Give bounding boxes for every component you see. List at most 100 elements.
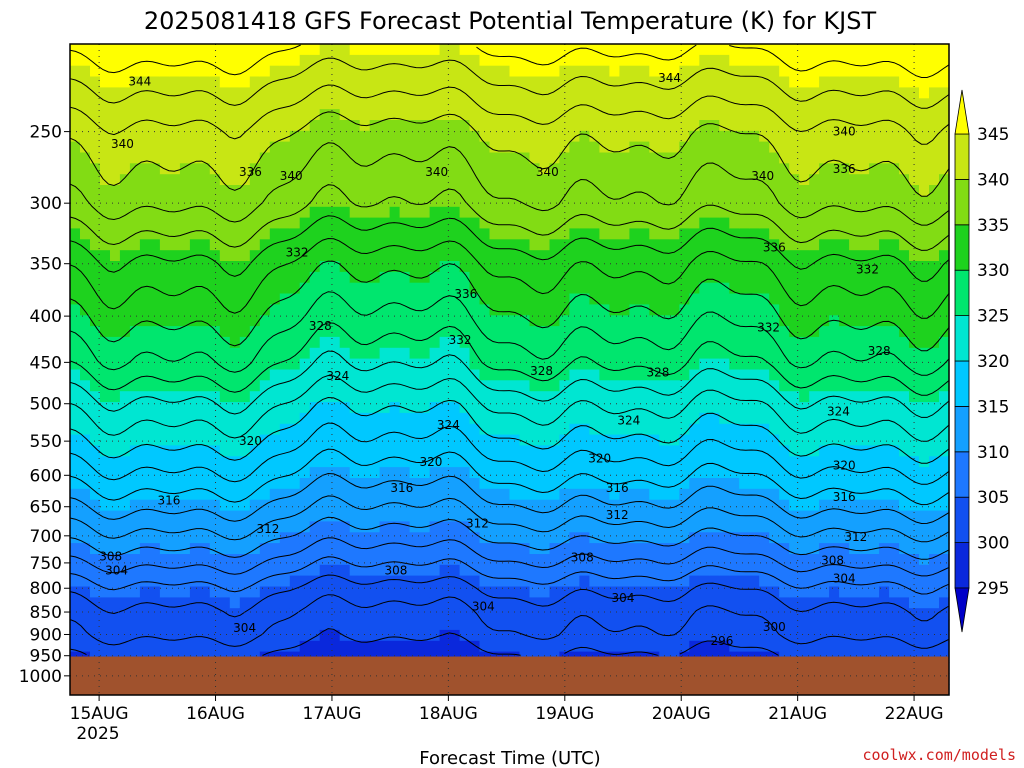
theta-cell <box>729 402 740 414</box>
theta-cell <box>869 456 880 468</box>
theta-cell <box>829 554 840 566</box>
theta-cell <box>409 87 421 99</box>
theta-cell <box>749 478 760 490</box>
theta-cell <box>199 217 211 229</box>
theta-cell <box>529 380 541 392</box>
theta-cell <box>219 217 231 229</box>
theta-cell <box>679 564 690 577</box>
theta-cell <box>729 174 740 186</box>
theta-cell <box>839 326 850 338</box>
theta-cell <box>459 271 471 284</box>
theta-cell <box>379 640 391 653</box>
theta-cell <box>219 575 231 587</box>
theta-cell <box>799 543 810 555</box>
theta-cell <box>319 120 331 132</box>
theta-cell <box>709 575 720 587</box>
theta-cell <box>799 120 810 132</box>
theta-cell <box>199 358 211 370</box>
theta-cell <box>489 640 501 653</box>
theta-cell <box>629 358 640 370</box>
theta-cell <box>219 44 231 56</box>
theta-cell <box>629 336 640 349</box>
theta-cell <box>639 271 650 284</box>
theta-cell <box>609 130 620 143</box>
theta-cell <box>719 619 730 631</box>
theta-cell <box>639 174 650 186</box>
theta-cell <box>729 250 740 262</box>
theta-cell <box>269 510 281 522</box>
theta-cell <box>779 152 790 164</box>
theta-cell <box>729 467 740 479</box>
theta-cell <box>389 228 401 240</box>
theta-cell <box>189 608 201 620</box>
theta-cell <box>119 456 131 468</box>
theta-cell <box>739 532 750 544</box>
theta-cell <box>489 120 501 132</box>
theta-cell <box>599 87 610 99</box>
theta-cell <box>679 195 690 208</box>
theta-cell <box>579 152 590 164</box>
theta-cell <box>139 456 151 468</box>
theta-cell <box>409 315 421 327</box>
theta-cell <box>669 282 680 295</box>
theta-cell <box>659 499 670 512</box>
theta-cell <box>209 478 221 490</box>
theta-cell <box>329 293 341 305</box>
theta-cell <box>859 467 870 479</box>
theta-cell <box>289 228 301 240</box>
theta-cell <box>359 608 371 620</box>
theta-cell <box>509 185 521 197</box>
theta-cell <box>549 98 561 110</box>
theta-cell <box>679 98 690 110</box>
theta-cell <box>769 402 780 414</box>
theta-cell <box>569 478 580 490</box>
theta-cell <box>70 445 81 457</box>
theta-cell <box>239 478 251 490</box>
theta-cell <box>229 608 241 620</box>
theta-cell <box>539 271 551 284</box>
theta-cell <box>579 87 590 99</box>
theta-cell <box>100 608 111 620</box>
theta-cell <box>439 521 451 533</box>
theta-cell <box>509 445 521 457</box>
theta-cell <box>179 44 191 56</box>
theta-cell <box>299 141 311 153</box>
theta-cell <box>739 261 750 273</box>
theta-cell <box>749 44 760 56</box>
theta-cell <box>309 358 321 370</box>
theta-cell <box>469 575 481 587</box>
theta-cell <box>859 629 870 642</box>
theta-cell <box>829 478 840 490</box>
theta-cell <box>439 434 451 446</box>
theta-cell <box>749 239 760 251</box>
theta-cell <box>459 543 471 555</box>
theta-cell <box>819 76 830 88</box>
theta-cell <box>149 402 161 414</box>
theta-cell <box>339 336 351 349</box>
theta-cell <box>159 228 171 240</box>
theta-cell <box>829 120 840 132</box>
theta-cell <box>849 488 860 501</box>
theta-cell <box>489 76 501 88</box>
theta-cell <box>559 250 570 262</box>
theta-cell <box>249 564 261 577</box>
theta-cell <box>609 543 620 555</box>
theta-cell <box>459 109 471 121</box>
theta-cell <box>779 434 790 446</box>
theta-cell <box>829 402 840 414</box>
theta-cell <box>349 152 361 164</box>
theta-cell <box>759 206 770 219</box>
theta-cell <box>649 597 660 609</box>
theta-cell <box>419 423 431 436</box>
theta-cell <box>80 304 91 316</box>
theta-cell <box>329 87 341 99</box>
theta-cell <box>739 152 750 164</box>
theta-cell <box>439 239 451 251</box>
theta-cell <box>159 391 171 403</box>
theta-cell <box>699 206 710 219</box>
theta-cell <box>569 76 580 88</box>
theta-cell <box>329 141 341 153</box>
theta-cell <box>509 608 521 620</box>
theta-cell <box>409 163 421 175</box>
theta-cell <box>110 76 121 88</box>
